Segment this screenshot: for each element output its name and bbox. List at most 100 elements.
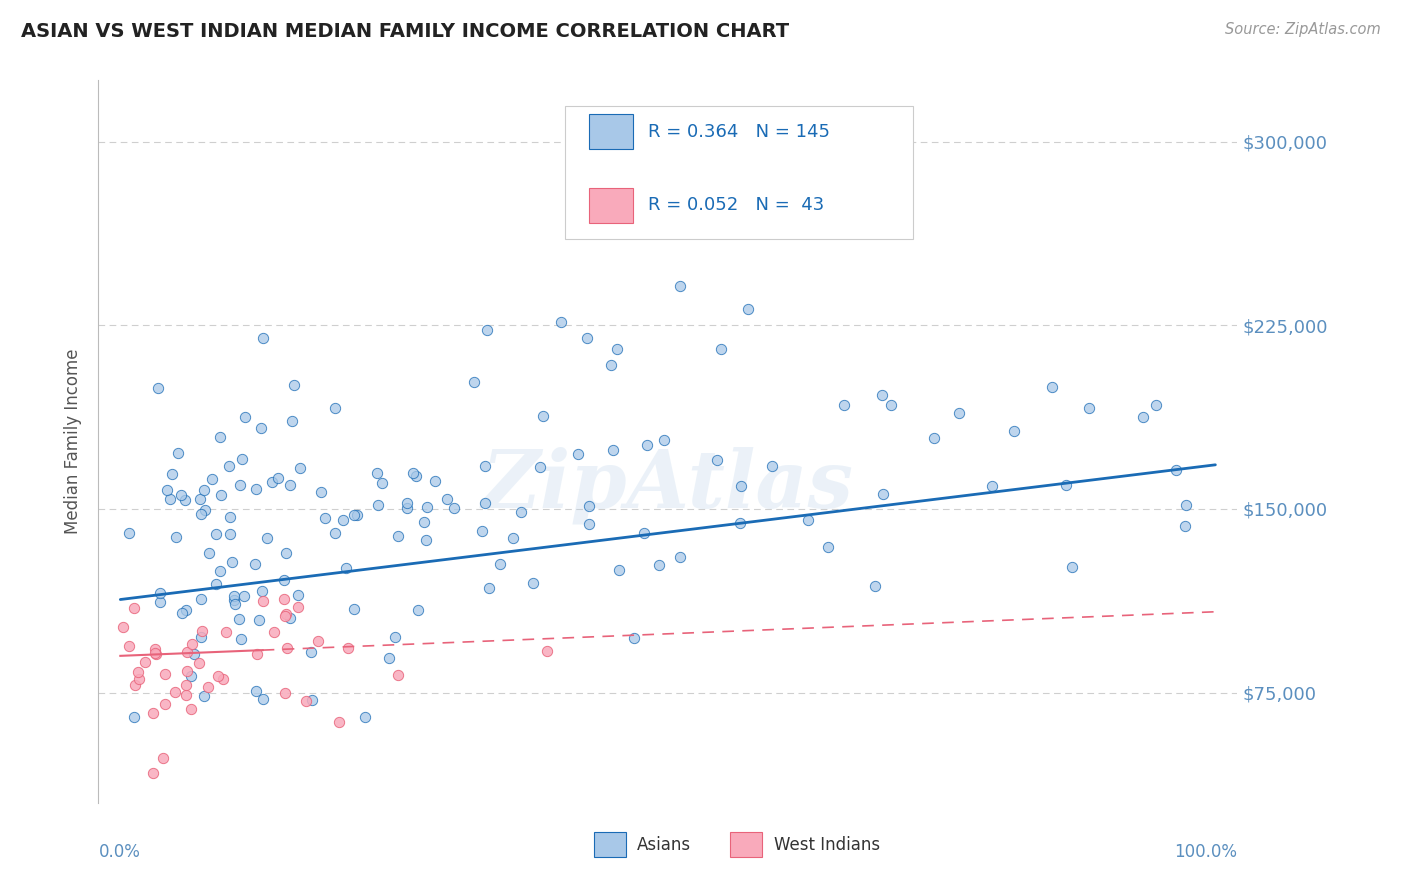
Point xyxy=(207,669,229,683)
Point xyxy=(1175,498,1198,512)
Point xyxy=(728,516,751,530)
Point xyxy=(443,500,465,515)
Point xyxy=(415,533,437,548)
Point xyxy=(145,648,167,662)
Text: 100.0%: 100.0% xyxy=(1174,843,1237,861)
Point xyxy=(1144,398,1167,412)
Point xyxy=(367,498,389,512)
Point xyxy=(387,668,409,682)
Text: Asians: Asians xyxy=(637,836,692,854)
Point xyxy=(190,630,212,644)
Point xyxy=(346,508,368,522)
Point xyxy=(235,410,257,425)
Point xyxy=(231,451,253,466)
Point xyxy=(218,458,240,473)
Point xyxy=(522,576,544,591)
Point xyxy=(208,429,231,443)
Point xyxy=(174,688,197,702)
Point xyxy=(122,710,145,724)
Point xyxy=(124,678,146,692)
Point xyxy=(1164,463,1187,477)
Point xyxy=(796,513,818,527)
Point xyxy=(366,467,388,481)
Point xyxy=(176,678,198,692)
Point xyxy=(287,588,309,602)
Point xyxy=(602,443,624,458)
Point xyxy=(205,577,228,591)
Point xyxy=(159,492,181,507)
Point xyxy=(336,640,359,655)
Point xyxy=(309,485,332,500)
Point xyxy=(474,458,496,473)
Point xyxy=(413,515,436,529)
Point xyxy=(118,526,141,541)
Point xyxy=(117,639,139,653)
Point xyxy=(463,375,485,389)
Text: R = 0.052   N =  43: R = 0.052 N = 43 xyxy=(648,196,825,214)
Point xyxy=(194,503,217,517)
FancyBboxPatch shape xyxy=(731,831,762,857)
Point xyxy=(578,517,600,532)
Point xyxy=(880,399,903,413)
Point xyxy=(122,600,145,615)
Point xyxy=(737,301,759,316)
Point xyxy=(863,579,886,593)
Point xyxy=(668,549,690,564)
Point xyxy=(165,530,187,544)
Point xyxy=(180,669,202,683)
Point xyxy=(377,651,399,665)
Point xyxy=(188,492,211,507)
Point xyxy=(276,546,298,560)
Point xyxy=(599,358,621,372)
Point xyxy=(245,558,267,572)
Text: R = 0.364   N = 145: R = 0.364 N = 145 xyxy=(648,122,831,141)
Point xyxy=(176,645,198,659)
Point xyxy=(323,526,346,541)
Point xyxy=(155,666,177,681)
Point xyxy=(710,343,733,357)
Point xyxy=(247,613,270,627)
Point xyxy=(405,468,427,483)
Point xyxy=(250,583,273,598)
Point xyxy=(231,632,253,646)
Point xyxy=(274,607,297,621)
Point xyxy=(278,611,301,625)
Point xyxy=(1077,401,1099,415)
Point xyxy=(176,664,198,678)
Point xyxy=(245,482,267,496)
Point xyxy=(183,647,205,661)
Point xyxy=(353,710,375,724)
Text: Source: ZipAtlas.com: Source: ZipAtlas.com xyxy=(1225,22,1381,37)
Point xyxy=(301,693,323,707)
Point xyxy=(395,496,418,510)
Point xyxy=(287,600,309,615)
Point xyxy=(172,606,194,620)
Point xyxy=(706,453,728,467)
Point xyxy=(502,531,524,545)
Point xyxy=(200,472,222,486)
Point xyxy=(623,631,645,645)
Text: 0.0%: 0.0% xyxy=(98,843,141,861)
Point xyxy=(190,624,212,638)
Point xyxy=(648,558,671,573)
Point xyxy=(278,478,301,492)
Point xyxy=(1132,410,1154,425)
Point xyxy=(273,592,295,607)
Point xyxy=(817,541,839,555)
Point xyxy=(536,643,558,657)
Point xyxy=(143,641,166,656)
Point xyxy=(249,421,271,435)
Point xyxy=(281,414,304,428)
Point xyxy=(219,527,242,541)
Point xyxy=(180,701,202,715)
Text: West Indians: West Indians xyxy=(773,836,880,854)
Point xyxy=(1004,424,1026,438)
FancyBboxPatch shape xyxy=(589,114,633,149)
Point xyxy=(471,524,494,538)
Point xyxy=(152,751,174,765)
Point xyxy=(142,706,165,720)
Y-axis label: Median Family Income: Median Family Income xyxy=(65,349,83,534)
Point xyxy=(218,509,240,524)
Point xyxy=(209,564,232,578)
Point xyxy=(193,690,215,704)
